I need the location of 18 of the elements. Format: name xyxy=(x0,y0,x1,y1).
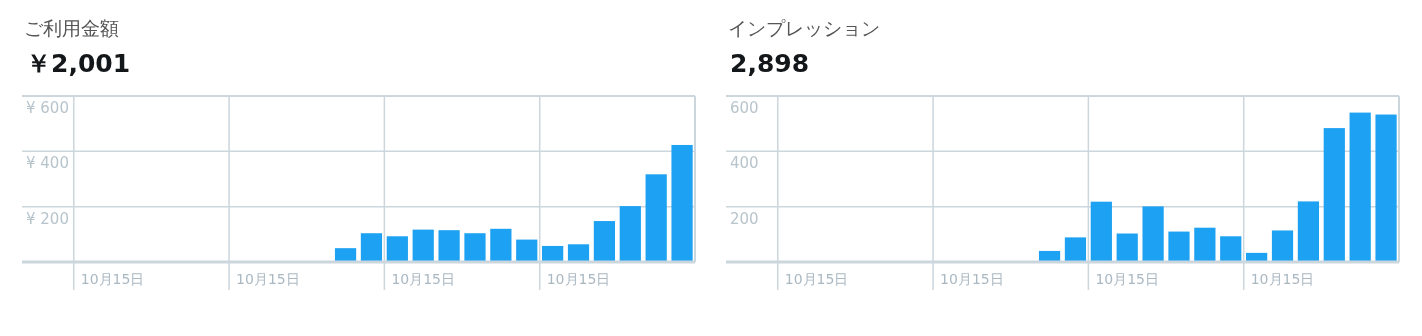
chart-title: インプレッション xyxy=(728,17,880,39)
x-tick-label: 10月15日 xyxy=(546,271,611,287)
y-tick-label: 600 xyxy=(730,99,759,117)
chart-title: ご利用金額 xyxy=(24,17,119,39)
x-tick-label: 10月15日 xyxy=(1095,271,1160,287)
x-tick-label: 10月15日 xyxy=(391,271,456,287)
x-tick-label: 10月15日 xyxy=(784,271,849,287)
chart-subtitle: 2,898 xyxy=(730,49,810,78)
x-tick-label: 10月15日 xyxy=(236,271,300,287)
y-tick-label: ¥ 400 xyxy=(26,154,69,173)
chart-subtitle: ￥2,001 xyxy=(26,49,131,78)
x-tick-label: 10月15日 xyxy=(80,271,145,287)
y-tick-label: 400 xyxy=(730,154,759,173)
x-tick-label: 10月15日 xyxy=(1250,271,1315,287)
y-tick-label: 200 xyxy=(730,209,759,228)
y-tick-label: ¥ 200 xyxy=(26,209,69,228)
x-tick-label: 10月15日 xyxy=(940,271,1004,287)
y-tick-label: ¥ 600 xyxy=(26,99,69,117)
